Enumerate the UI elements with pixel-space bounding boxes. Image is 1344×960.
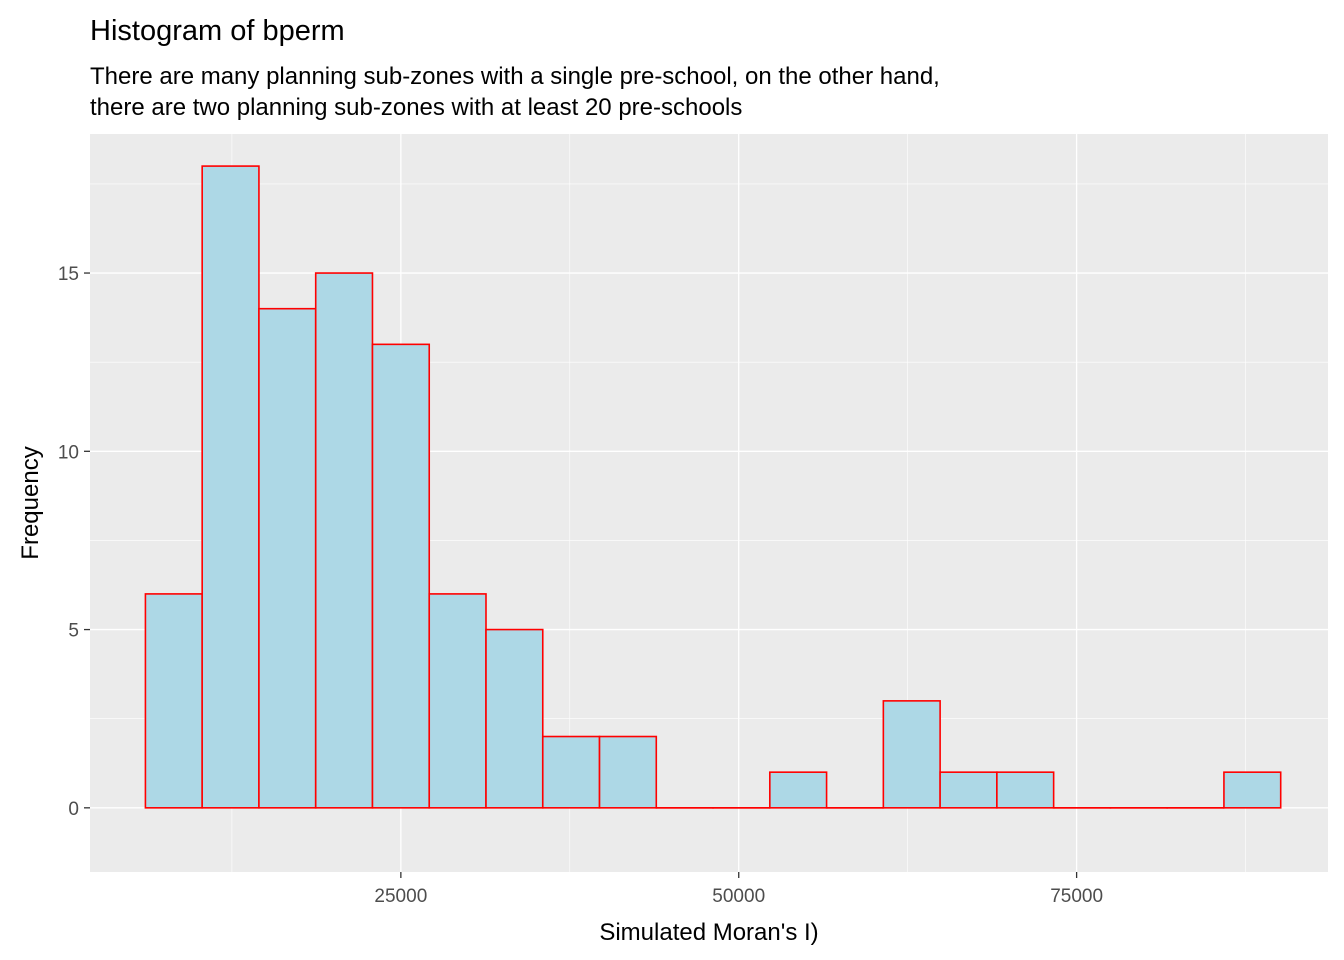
- x-tick-label: 75000: [1050, 886, 1103, 907]
- histogram-bar: [939, 771, 998, 809]
- x-tick-label: 25000: [374, 886, 427, 907]
- chart-subtitle-line-1: There are many planning sub-zones with a…: [90, 63, 940, 90]
- histogram-bar: [1223, 771, 1282, 809]
- histogram-bar: [371, 343, 431, 809]
- histogram-bar: [258, 307, 317, 809]
- y-tick-label: 15: [58, 264, 79, 285]
- histogram-bar: [882, 700, 941, 809]
- histogram-bar: [996, 771, 1055, 809]
- y-axis: 0 5 10 15: [58, 264, 90, 820]
- y-tick-label: 0: [68, 799, 79, 820]
- y-tick-label: 10: [58, 442, 79, 463]
- y-axis-title: Frequency: [17, 446, 44, 559]
- chart-title: Histogram of bperm: [90, 15, 345, 47]
- x-tick-label: 50000: [712, 886, 765, 907]
- histogram-bar: [598, 735, 658, 809]
- histogram-bar: [541, 735, 601, 809]
- histogram-bar: [428, 593, 487, 809]
- x-axis: 25000 50000 75000: [374, 872, 1103, 907]
- x-axis-title: Simulated Moran's I): [599, 919, 818, 946]
- chart-subtitle-line-2: there are two planning sub-zones with at…: [90, 94, 742, 121]
- histogram-bar: [485, 628, 544, 809]
- histogram-bar: [201, 165, 260, 809]
- histogram-bar: [769, 771, 828, 809]
- histogram-bar: [144, 593, 203, 809]
- histogram-bars: [144, 165, 1282, 809]
- y-tick-label: 5: [68, 621, 79, 642]
- histogram-bar: [314, 272, 374, 809]
